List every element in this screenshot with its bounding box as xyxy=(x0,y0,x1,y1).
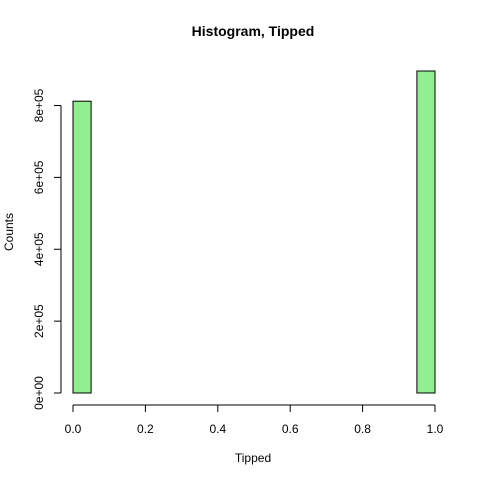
x-tick-label-0: 0.0 xyxy=(65,422,82,436)
x-axis: 0.0 0.2 0.4 0.6 0.8 1.0 xyxy=(65,404,444,436)
bars-group xyxy=(72,70,436,394)
x-tick-label-2: 0.4 xyxy=(209,422,226,436)
x-tick-label-1: 0.2 xyxy=(137,422,154,436)
x-tick-label-4: 0.8 xyxy=(354,422,371,436)
x-tick-label-5: 1.0 xyxy=(427,422,444,436)
y-tick-label-3: 6e+05 xyxy=(32,160,46,194)
x-tick-label-3: 0.6 xyxy=(282,422,299,436)
y-axis-label: Counts xyxy=(2,213,16,251)
y-axis: 0e+00 2e+05 4e+05 6e+05 8e+05 xyxy=(32,88,62,410)
y-tick-label-4: 8e+05 xyxy=(32,88,46,122)
histogram-bar-19 xyxy=(416,70,436,394)
histogram-bar-0 xyxy=(72,100,92,394)
y-tick-label-0: 0e+00 xyxy=(32,376,46,410)
y-tick-label-1: 2e+05 xyxy=(32,304,46,338)
chart-title: Histogram, Tipped xyxy=(192,23,315,39)
y-tick-label-2: 4e+05 xyxy=(32,232,46,266)
x-axis-label: Tipped xyxy=(235,451,271,465)
